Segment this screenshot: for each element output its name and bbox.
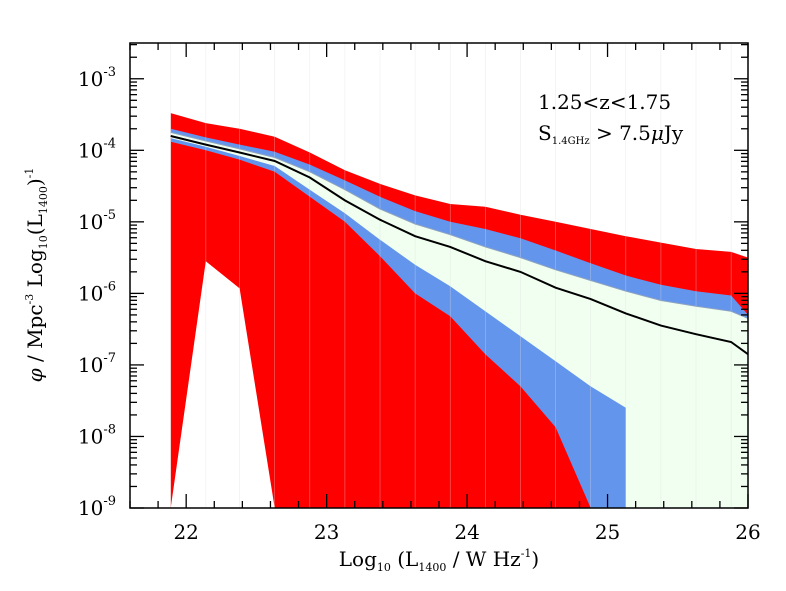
x-axis-title-l-sub: 1400 — [418, 561, 446, 574]
x-axis-title: Log10 (L1400 / W Hz-1) — [339, 547, 539, 574]
y-axis-title: φ / Mpc-3 Log10(L1400)-1 — [23, 168, 50, 383]
y-axis-title-d: ) — [23, 178, 47, 186]
y-tick-label: 10-9 — [78, 494, 116, 520]
x-tick-label: 24 — [454, 520, 479, 544]
y-tick-label: 10-4 — [78, 136, 116, 162]
x-tick-label: 25 — [595, 520, 620, 544]
bin-edge-lines — [170, 43, 732, 508]
y-axis-title-b: Log — [23, 249, 47, 294]
y-tick-label: 10-5 — [78, 208, 116, 234]
x-axis-title-open: (L — [391, 547, 418, 571]
x-tick-label: 26 — [735, 520, 760, 544]
x-tick-labels: 22 23 24 25 26 — [173, 520, 760, 544]
y-axis-title-a-exp: -3 — [23, 294, 36, 305]
y-tick-label: 10-7 — [78, 351, 116, 377]
x-tick-label: 23 — [314, 520, 339, 544]
inner-band-upper-edge — [170, 131, 748, 319]
y-axis-title-a: / Mpc — [23, 304, 47, 368]
x-axis-title-close: ) — [531, 547, 539, 571]
x-tick-label: 22 — [173, 520, 198, 544]
y-axis-title-phi: φ — [23, 368, 47, 382]
y-axis-title-c: (L — [23, 214, 47, 235]
y-axis-title-c-sub: 1400 — [37, 186, 50, 214]
median-line — [170, 135, 748, 356]
y-axis-title-d-exp: -1 — [23, 168, 36, 179]
y-tick-label: 10-8 — [78, 422, 116, 448]
flux-limit-s: S — [538, 121, 552, 145]
plot-frame — [129, 42, 749, 509]
inner-confidence-band — [170, 132, 748, 508]
flux-limit-rest: > 7.5 — [590, 121, 651, 145]
plot-area — [170, 43, 748, 508]
x-axis-title-exp: -1 — [521, 547, 532, 560]
flux-limit-mu: μ — [651, 121, 664, 145]
y-tick-label: 10-6 — [78, 279, 116, 305]
redshift-annotation: 1.25<z<1.75 — [538, 90, 671, 114]
y-axis-title-b-sub: 10 — [37, 235, 50, 249]
x-axis-title-prefix: Log — [339, 547, 377, 571]
flux-limit-annotation: S1.4GHz > 7.5μJy — [538, 121, 684, 147]
flux-limit-sub: 1.4GHz — [552, 136, 590, 147]
y-tick-label: 10-3 — [78, 65, 116, 91]
outer-band-lower-gap — [170, 261, 275, 508]
flux-limit-unit: Jy — [662, 121, 684, 145]
x-axis-title-mid: / W Hz — [446, 547, 520, 571]
y-tick-labels: 10-3 10-4 10-5 10-6 10-7 10-8 10-9 — [78, 65, 116, 520]
middle-confidence-band — [170, 128, 748, 508]
x-axis-title-prefix-sub: 10 — [377, 561, 391, 574]
